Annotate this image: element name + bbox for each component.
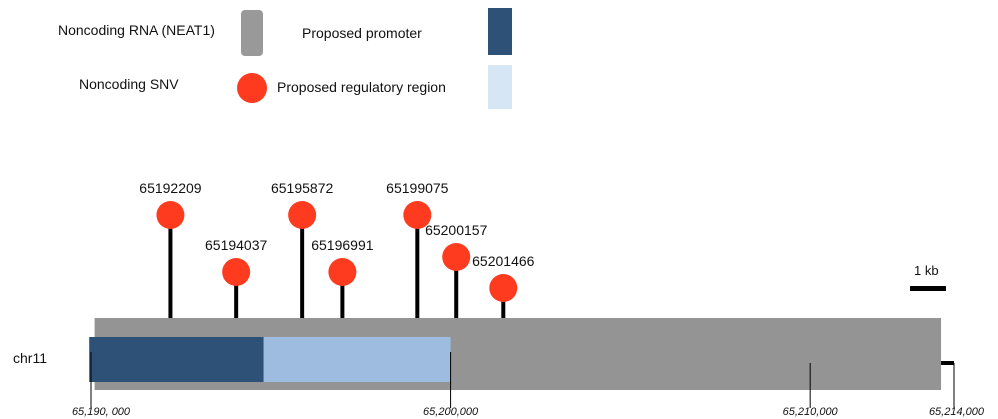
legend-snv-swatch [237,73,267,103]
legend-regulatory-label: Proposed regulatory region [277,79,446,95]
snv-marker [288,201,317,229]
snv-marker [489,274,518,302]
legend-regulatory-swatch [488,65,512,109]
snv-label: 65200157 [425,222,488,238]
legend-snv-label: Noncoding SNV [79,76,179,92]
snv-marker [328,258,357,286]
snv-marker [403,201,432,229]
promoter-region [89,337,264,382]
legend-promoter-swatch [488,8,512,55]
regulatory-region [263,337,451,382]
snv-label: 65194037 [205,237,268,253]
snv-label: 65195872 [271,180,334,196]
scale-bar-label: 1 kb [914,263,939,278]
scale-bar [910,286,946,291]
chromosome-extension-line [941,361,954,365]
snv-label: 65196991 [311,237,374,253]
snv-marker [156,201,185,229]
chromosome-label: chr11 [13,350,47,366]
snv-label: 65192209 [139,180,202,196]
axis-tick-label: 65,190, 000 [72,406,131,418]
axis-tick-label: 65,210,000 [783,406,839,418]
snv-marker [222,258,251,286]
snv-label: 65201466 [472,253,535,269]
snv-marker [442,243,471,271]
legend-noncoding-rna-swatch [241,10,263,56]
snv-label: 65199075 [386,180,449,196]
axis-tick-label: 65,214,000 [929,406,985,418]
legend-noncoding-rna-label: Noncoding RNA (NEAT1) [58,22,215,38]
legend-promoter-label: Proposed promoter [302,25,422,41]
axis-tick-label: 65,200,000 [423,406,479,418]
